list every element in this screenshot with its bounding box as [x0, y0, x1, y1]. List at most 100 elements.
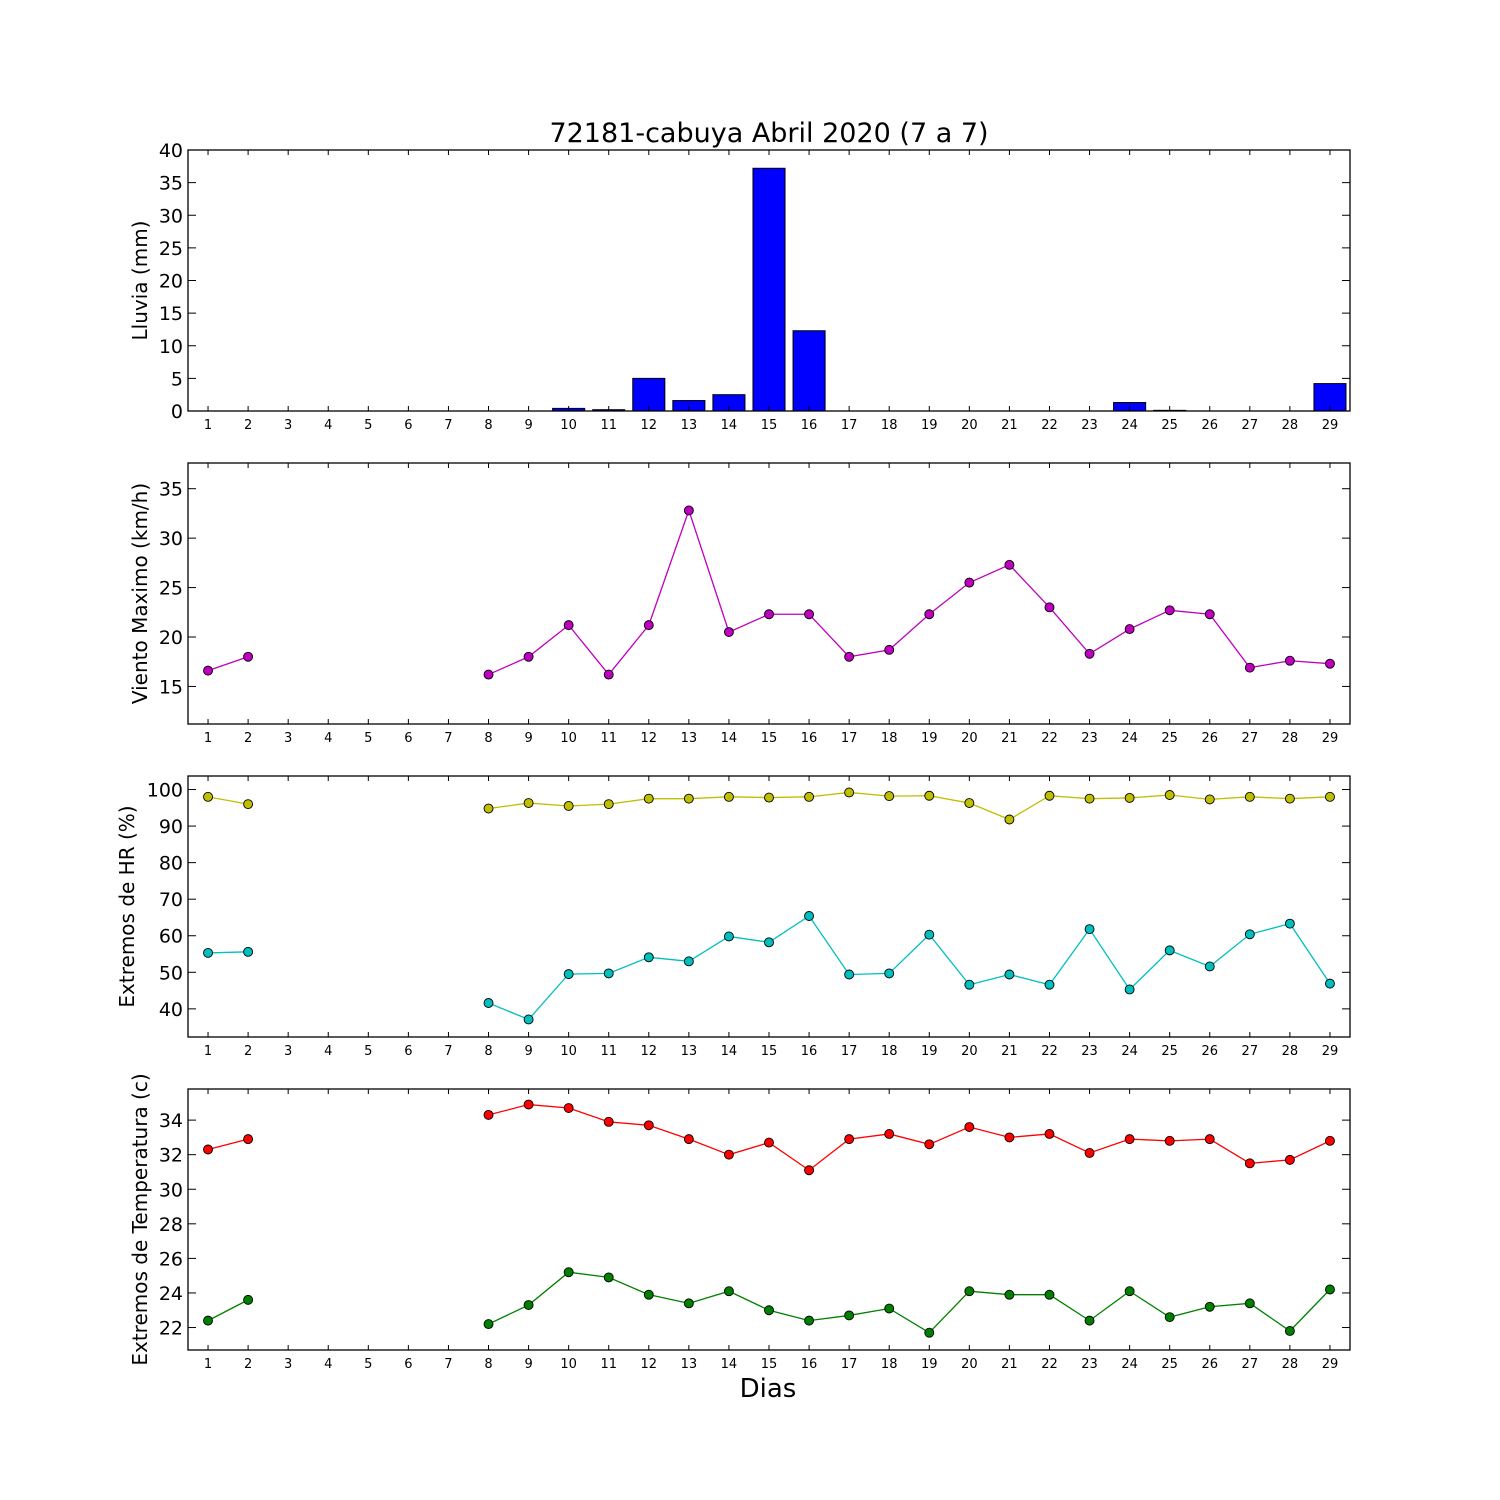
temperature-series-2-point	[603, 1272, 614, 1283]
x-tick-label: 3	[284, 418, 292, 433]
wind-series-1-point	[203, 665, 213, 676]
x-tick-label: 16	[801, 418, 818, 433]
x-tick-label: 21	[1001, 1357, 1018, 1372]
x-tick-label: 18	[881, 1357, 898, 1372]
x-tick-label: 18	[881, 1044, 898, 1059]
humidity-series-1-point	[884, 791, 895, 802]
x-tick-label: 4	[324, 1044, 332, 1059]
wind-series-1-point	[804, 609, 815, 620]
x-tick-label: 27	[1242, 418, 1259, 433]
humidity-series-1-point	[1204, 794, 1215, 805]
x-tick-label: 7	[444, 1357, 452, 1372]
temperature-series-1-point	[1164, 1135, 1175, 1146]
temperature-series-1-point	[1124, 1134, 1135, 1145]
y-tick-label: 24	[159, 1283, 183, 1305]
y-tick-label: 34	[159, 1110, 183, 1132]
humidity-series-1-point	[243, 799, 254, 810]
x-tick-label: 26	[1201, 731, 1218, 746]
x-tick-label: 9	[524, 418, 532, 433]
x-tick-label: 20	[961, 418, 978, 433]
temperature-series-1-point	[643, 1120, 654, 1131]
humidity-series-2-point	[1244, 929, 1255, 940]
x-tick-label: 15	[761, 731, 778, 746]
humidity-series-1-point	[1124, 792, 1135, 803]
x-tick-label: 10	[560, 731, 577, 746]
temperature-series-1-point	[523, 1099, 534, 1110]
y-tick-label: 10	[159, 336, 183, 358]
humidity-series-2-point	[523, 1014, 534, 1025]
wind-series-1-line	[207, 656, 249, 672]
y-tick-label: 28	[159, 1214, 183, 1236]
wind-series-1-point	[884, 644, 895, 655]
x-tick-label: 9	[524, 731, 532, 746]
y-tick-label: 40	[159, 140, 183, 162]
x-tick-label: 28	[1282, 731, 1299, 746]
x-tick-label: 15	[761, 418, 778, 433]
x-tick-label: 29	[1322, 1357, 1339, 1372]
humidity-y-axis-label: Extremos de HR (%)	[115, 805, 139, 1007]
humidity-series-1-point	[683, 793, 694, 804]
x-tick-label: 12	[641, 418, 658, 433]
x-tick-label: 25	[1161, 418, 1178, 433]
x-tick-label: 28	[1282, 1044, 1299, 1059]
x-tick-label: 5	[364, 731, 372, 746]
wind-series-1-point	[683, 505, 694, 516]
temperature-series-2-point	[1325, 1284, 1335, 1295]
humidity-series-2-point	[603, 968, 614, 979]
x-tick-label: 6	[404, 1357, 412, 1372]
humidity-series-2-point	[1325, 978, 1335, 989]
temperature-series-2-point	[683, 1298, 694, 1309]
humidity-series-2-point	[924, 929, 935, 940]
temperature-series-1-line	[488, 1103, 1331, 1172]
wind-series-1-point	[523, 651, 534, 662]
x-tick-label: 26	[1201, 1044, 1218, 1059]
x-tick-label: 21	[1001, 1044, 1018, 1059]
humidity-series-2-line	[488, 915, 1331, 1021]
x-tick-label: 3	[284, 731, 292, 746]
humidity-series-1-point	[723, 791, 734, 802]
y-tick-label: 30	[159, 528, 183, 550]
temperature-series-2-point	[523, 1300, 534, 1311]
humidity-series-2-point	[483, 998, 494, 1008]
rain-plot-area	[552, 167, 1347, 412]
humidity-series-1-point	[1164, 790, 1175, 800]
humidity-series-1-point	[964, 798, 975, 809]
x-tick-label: 11	[600, 731, 617, 746]
humidity-series-1-point	[1325, 791, 1335, 802]
wind-series-1-point	[603, 669, 614, 680]
y-tick-label: 15	[159, 303, 183, 325]
wind-series-1-point	[764, 609, 774, 620]
wind-series-1-point	[844, 651, 855, 662]
x-tick-label: 6	[404, 731, 412, 746]
temperature-y-axis-label: Extremos de Temperatura (c)	[128, 1073, 152, 1365]
temperature-series-2-point	[1004, 1289, 1015, 1300]
x-tick-label: 22	[1041, 1357, 1058, 1372]
temperature-series-2-point	[1084, 1315, 1095, 1326]
temperature-series-2-line	[488, 1271, 1331, 1334]
x-tick-label: 5	[364, 1357, 372, 1372]
wind-series-1-point	[1044, 602, 1055, 613]
x-tick-label: 7	[444, 1044, 452, 1059]
x-tick-label: 14	[721, 731, 738, 746]
temperature-series-1-point	[563, 1103, 574, 1113]
x-axis-label: Dias	[740, 1374, 797, 1404]
x-tick-label: 6	[404, 1044, 412, 1059]
wind-series-1-point	[1004, 559, 1015, 570]
x-tick-label: 4	[324, 731, 332, 746]
humidity-series-2-point	[683, 956, 694, 967]
humidity-series-1-point	[603, 799, 614, 810]
temperature-series-2-line	[207, 1299, 249, 1322]
humidity-series-1-point	[1044, 790, 1055, 801]
humidity-series-1-point	[1004, 814, 1015, 825]
wind-series-1-point	[563, 620, 574, 631]
wind-series-1-point	[1204, 609, 1215, 620]
humidity-series-1-line	[207, 796, 249, 805]
y-tick-label: 90	[159, 816, 183, 838]
temperature-series-2-point	[723, 1286, 734, 1297]
y-tick-label: 5	[171, 368, 183, 390]
temperature-series-2-point	[764, 1305, 774, 1316]
y-tick-label: 22	[159, 1318, 183, 1340]
x-tick-label: 20	[961, 731, 978, 746]
y-tick-label: 20	[159, 627, 183, 649]
